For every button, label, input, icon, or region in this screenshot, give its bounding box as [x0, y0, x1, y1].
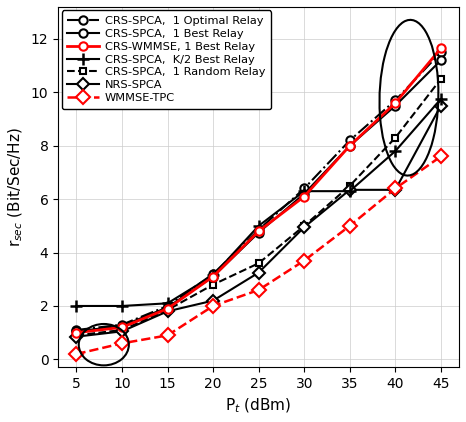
CRS-SPCA,  1 Random Relay	[210, 282, 216, 287]
CRS-SPCA,  1 Optimal Relay	[256, 227, 261, 233]
Line: CRS-SPCA,  K/2 Best Relay: CRS-SPCA, K/2 Best Relay	[70, 93, 447, 312]
CRS-SPCA,  1 Random Relay	[256, 261, 261, 266]
CRS-SPCA,  1 Optimal Relay	[210, 271, 216, 276]
NRS-SPCA	[119, 329, 125, 334]
WMMSE-TPC	[256, 287, 261, 292]
Line: WMMSE-TPC: WMMSE-TPC	[72, 151, 445, 359]
CRS-SPCA,  1 Random Relay	[438, 76, 444, 81]
NRS-SPCA	[302, 225, 307, 230]
CRS-SPCA,  K/2 Best Relay	[347, 189, 353, 194]
CRS-SPCA,  1 Best Relay	[302, 191, 307, 196]
CRS-SPCA,  1 Random Relay	[302, 223, 307, 228]
CRS-SPCA,  K/2 Best Relay	[438, 97, 444, 102]
CRS-SPCA,  1 Optimal Relay	[347, 138, 353, 143]
CRS-SPCA,  K/2 Best Relay	[119, 303, 125, 308]
CRS-WMMSE, 1 Best Relay	[438, 46, 444, 51]
CRS-SPCA,  1 Best Relay	[256, 230, 261, 235]
CRS-SPCA,  1 Best Relay	[392, 103, 398, 108]
WMMSE-TPC	[165, 333, 171, 338]
Line: NRS-SPCA: NRS-SPCA	[72, 102, 445, 341]
WMMSE-TPC	[392, 186, 398, 191]
CRS-SPCA,  K/2 Best Relay	[256, 223, 261, 228]
NRS-SPCA	[165, 309, 171, 314]
CRS-WMMSE, 1 Best Relay	[74, 330, 79, 335]
Line: CRS-SPCA,  1 Best Relay: CRS-SPCA, 1 Best Relay	[72, 56, 445, 335]
Line: CRS-SPCA,  1 Optimal Relay: CRS-SPCA, 1 Optimal Relay	[72, 48, 445, 334]
CRS-SPCA,  1 Optimal Relay	[438, 50, 444, 55]
Y-axis label: r$_{sec}$ (Bit/Sec/Hz): r$_{sec}$ (Bit/Sec/Hz)	[7, 127, 25, 247]
CRS-SPCA,  1 Optimal Relay	[74, 327, 79, 333]
CRS-WMMSE, 1 Best Relay	[119, 325, 125, 330]
CRS-SPCA,  K/2 Best Relay	[210, 273, 216, 278]
Line: CRS-SPCA,  1 Random Relay: CRS-SPCA, 1 Random Relay	[73, 76, 444, 339]
CRS-SPCA,  1 Best Relay	[438, 58, 444, 63]
NRS-SPCA	[392, 187, 398, 192]
CRS-WMMSE, 1 Best Relay	[302, 194, 307, 199]
WMMSE-TPC	[302, 258, 307, 263]
WMMSE-TPC	[347, 223, 353, 228]
WMMSE-TPC	[74, 352, 79, 357]
CRS-WMMSE, 1 Best Relay	[165, 306, 171, 311]
WMMSE-TPC	[210, 303, 216, 308]
CRS-SPCA,  K/2 Best Relay	[74, 303, 79, 308]
NRS-SPCA	[347, 187, 353, 192]
CRS-SPCA,  1 Optimal Relay	[392, 98, 398, 103]
CRS-SPCA,  1 Best Relay	[74, 329, 79, 334]
NRS-SPCA	[256, 270, 261, 275]
CRS-SPCA,  1 Optimal Relay	[302, 186, 307, 191]
CRS-SPCA,  1 Best Relay	[165, 305, 171, 310]
CRS-WMMSE, 1 Best Relay	[347, 143, 353, 148]
CRS-SPCA,  1 Optimal Relay	[119, 322, 125, 327]
WMMSE-TPC	[438, 154, 444, 159]
CRS-SPCA,  1 Random Relay	[392, 135, 398, 140]
CRS-WMMSE, 1 Best Relay	[256, 229, 261, 234]
CRS-SPCA,  1 Random Relay	[119, 327, 125, 333]
CRS-SPCA,  1 Random Relay	[74, 333, 79, 338]
Line: CRS-WMMSE, 1 Best Relay: CRS-WMMSE, 1 Best Relay	[72, 44, 445, 337]
CRS-SPCA,  K/2 Best Relay	[165, 301, 171, 306]
CRS-SPCA,  1 Optimal Relay	[165, 303, 171, 308]
NRS-SPCA	[74, 334, 79, 339]
CRS-SPCA,  K/2 Best Relay	[392, 149, 398, 154]
NRS-SPCA	[438, 103, 444, 108]
Legend: CRS-SPCA,  1 Optimal Relay, CRS-SPCA,  1 Best Relay, CRS-WMMSE, 1 Best Relay, CR: CRS-SPCA, 1 Optimal Relay, CRS-SPCA, 1 B…	[62, 11, 271, 109]
X-axis label: P$_t$ (dBm): P$_t$ (dBm)	[226, 397, 292, 415]
CRS-WMMSE, 1 Best Relay	[210, 274, 216, 279]
CRS-SPCA,  1 Best Relay	[347, 143, 353, 148]
CRS-SPCA,  1 Random Relay	[165, 308, 171, 313]
CRS-SPCA,  1 Best Relay	[119, 323, 125, 328]
CRS-SPCA,  K/2 Best Relay	[302, 189, 307, 194]
CRS-SPCA,  1 Best Relay	[210, 274, 216, 279]
CRS-SPCA,  1 Random Relay	[347, 183, 353, 188]
WMMSE-TPC	[119, 341, 125, 346]
NRS-SPCA	[210, 298, 216, 303]
CRS-WMMSE, 1 Best Relay	[392, 100, 398, 106]
